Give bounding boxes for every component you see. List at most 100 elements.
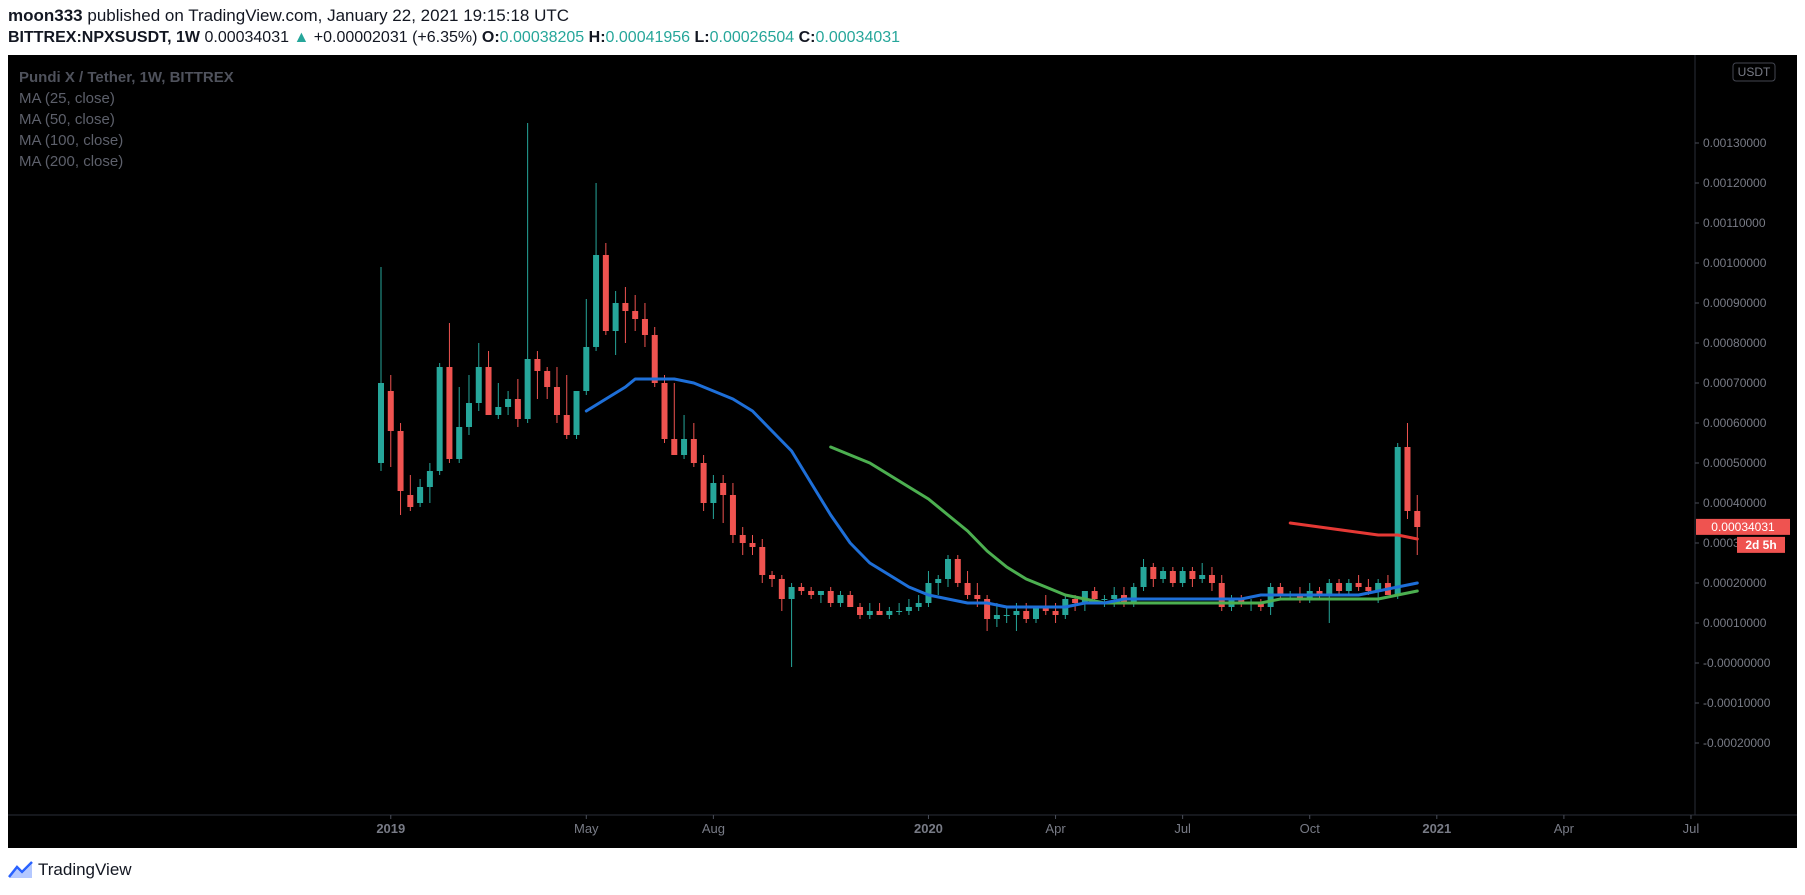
candle-body — [641, 319, 648, 335]
price-tick-label: 0.00070000 — [1703, 376, 1767, 390]
candle-body — [387, 391, 394, 431]
candle-body — [397, 431, 404, 491]
price-tick-label: 0.00090000 — [1703, 296, 1767, 310]
candle-body — [1169, 571, 1176, 583]
symbol-info: BITTREX:NPXSUSDT, 1W 0.00034031 ▲ +0.000… — [8, 29, 900, 47]
candle-body — [1355, 583, 1362, 587]
candle-body — [1199, 575, 1206, 579]
candle-body — [505, 399, 512, 407]
candle-body — [573, 391, 580, 435]
candle-body — [1130, 587, 1137, 603]
candle-body — [1296, 595, 1303, 599]
low-value: 0.00026504 — [709, 29, 795, 46]
legend-ma25[interactable]: MA (25, close) — [19, 90, 115, 107]
candle-body — [632, 311, 639, 319]
time-tick-label: Aug — [702, 821, 725, 836]
candle-body — [1267, 587, 1274, 607]
candle-body — [954, 559, 961, 583]
legend-ma200[interactable]: MA (200, close) — [19, 153, 124, 170]
price-tick-label: 0.00060000 — [1703, 416, 1767, 430]
footer-brand[interactable]: TradingView — [8, 860, 132, 880]
currency-badge[interactable] — [1732, 62, 1776, 82]
candle-body — [1336, 583, 1343, 591]
time-tick-label: May — [574, 821, 599, 836]
last-price-badge — [1696, 518, 1790, 535]
candle-body — [817, 591, 824, 595]
price-tick-label: 0.00010000 — [1703, 616, 1767, 630]
price-tick-label: -0.00020000 — [1703, 736, 1771, 750]
candle-body — [925, 583, 932, 603]
high-value: 0.00041956 — [605, 29, 691, 46]
time-tick-label: Apr — [1045, 821, 1066, 836]
candle-body — [1316, 591, 1323, 595]
candle-body — [905, 607, 912, 611]
candle-body — [681, 439, 688, 455]
price-change: +0.00002031 (+6.35%) — [313, 29, 478, 46]
candle-body — [1003, 615, 1010, 616]
candle-body — [788, 587, 795, 599]
candle-body — [1150, 567, 1157, 579]
time-tick-label: 2021 — [1422, 821, 1451, 836]
time-tick-label: Apr — [1554, 821, 1575, 836]
candle-body — [1042, 607, 1049, 611]
candle-body — [769, 575, 776, 579]
candle-body — [661, 383, 668, 439]
candle-body — [612, 303, 619, 331]
candle-body — [622, 303, 629, 311]
author-name[interactable]: moon333 — [8, 6, 83, 25]
price-tick-label: 0.00040000 — [1703, 496, 1767, 510]
candle-body — [798, 587, 805, 591]
candle-body — [896, 611, 903, 612]
ma100-line — [1288, 521, 1419, 541]
chart-area[interactable]: -0.00020000 -0.00010000 -0.00000000 0.00010… — [8, 55, 1797, 848]
tradingview-logo-icon — [8, 861, 33, 878]
candle-body — [759, 547, 766, 575]
candle-body — [524, 359, 531, 419]
candle-body — [1111, 595, 1118, 599]
price-chart[interactable]: -0.00020000 -0.00010000 -0.00000000 0.00010… — [8, 55, 1797, 848]
countdown-badge — [1737, 536, 1785, 553]
candle-body — [739, 535, 746, 543]
ma50-line — [829, 445, 1419, 605]
open-label: O: — [481, 29, 500, 46]
candle-body — [651, 335, 658, 383]
published-text: published on TradingView.com, January 22… — [87, 6, 570, 25]
candle-body — [671, 439, 678, 455]
candle-body — [1179, 571, 1186, 583]
legend-ma100[interactable]: MA (100, close) — [19, 132, 124, 149]
footer-brand-label: TradingView — [38, 860, 132, 879]
candle-body — [563, 415, 570, 435]
candle-body — [700, 463, 707, 503]
candle-body — [847, 595, 854, 607]
time-tick-label: Jul — [1174, 821, 1191, 836]
candle-body — [857, 607, 864, 615]
candle-body — [729, 495, 736, 535]
candle-body — [1414, 511, 1421, 527]
candle-body — [749, 543, 756, 547]
legend-ma50[interactable]: MA (50, close) — [19, 111, 115, 128]
candle-body — [1101, 599, 1108, 600]
candle-body — [876, 611, 883, 615]
close-value: 0.00034031 — [815, 29, 901, 46]
up-arrow-icon: ▲ — [293, 29, 310, 46]
candle-body — [1013, 611, 1020, 615]
candle-body — [1394, 447, 1401, 595]
candle-body — [945, 559, 952, 579]
candle-body — [974, 595, 981, 599]
candle-body — [1081, 591, 1088, 603]
time-tick-label: Jul — [1683, 821, 1700, 836]
candle-body — [808, 591, 815, 595]
candle-body — [993, 615, 1000, 619]
price-tick-label: 0.00100000 — [1703, 256, 1767, 270]
candle-body — [407, 495, 414, 507]
legend-title: Pundi X / Tether, 1W, BITTREX — [19, 69, 234, 86]
close-label: C: — [798, 29, 816, 46]
price-tick-label: 0.00080000 — [1703, 336, 1767, 350]
candle-body — [436, 367, 443, 471]
candle-body — [1375, 583, 1382, 591]
candle-body — [485, 367, 492, 415]
candle-body — [866, 611, 873, 615]
candle-body — [1218, 583, 1225, 607]
price-tick-label: 0.00110000 — [1703, 216, 1766, 230]
low-label: L: — [694, 29, 710, 46]
